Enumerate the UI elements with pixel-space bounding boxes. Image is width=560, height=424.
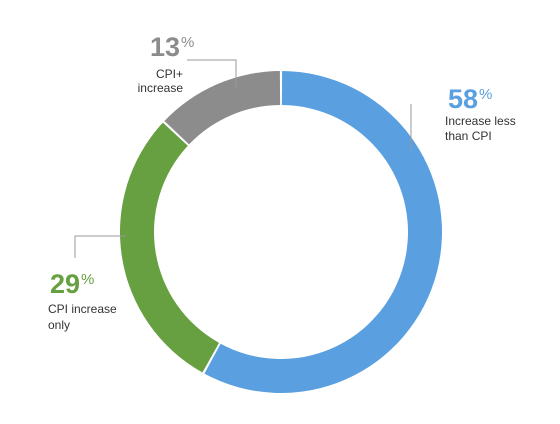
slice-category-label-13-line-1: CPI+: [156, 67, 183, 81]
slice-category-label-29-line-1: CPI increase: [48, 302, 117, 316]
slices-layer: [119, 71, 442, 394]
slice-category-label-13-line-2: increase: [138, 81, 184, 95]
leader-line-13: [187, 59, 237, 89]
slice-value-number: 13: [150, 32, 180, 62]
leader-line-29: [74, 235, 126, 258]
slice-value-unit: %: [181, 34, 194, 51]
donut-slice-58: [204, 71, 442, 394]
leader-lines-layer: [74, 59, 412, 258]
slice-value-unit: %: [479, 86, 492, 103]
slice-value-label-13: 13%: [150, 32, 194, 62]
donut-slice-13: [164, 71, 281, 145]
slice-category-label-29-line-2: only: [48, 318, 70, 332]
slice-value-number: 58: [448, 84, 478, 114]
slice-value-label-58: 58%: [448, 84, 492, 114]
slice-category-label-58-line-2: than CPI: [445, 129, 492, 143]
slice-value-unit: %: [81, 271, 94, 288]
slice-category-label-58-line-1: Increase less: [445, 114, 516, 128]
slice-value-label-29: 29%: [50, 269, 94, 299]
slice-value-number: 29: [50, 269, 80, 299]
donut-slice-29: [119, 122, 220, 373]
